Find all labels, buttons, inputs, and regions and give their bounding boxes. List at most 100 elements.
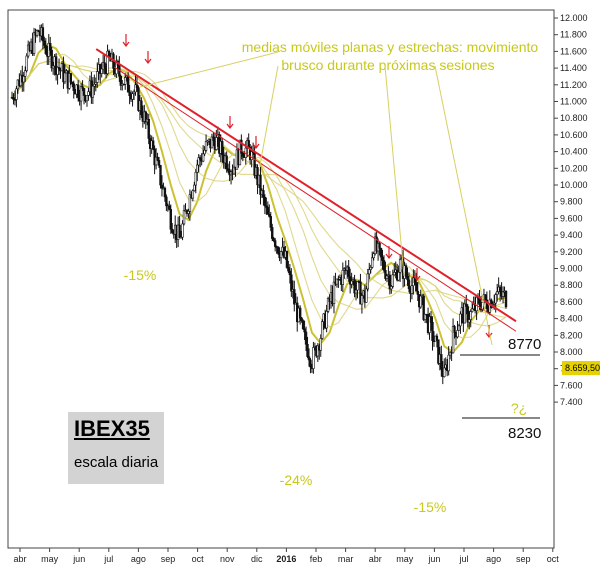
candle-body <box>159 165 162 186</box>
candle-body <box>171 228 174 233</box>
candle-body <box>51 65 55 69</box>
candle-body <box>371 257 374 268</box>
y-tick-label: 9.000 <box>560 264 583 274</box>
candle-body <box>168 205 171 210</box>
candle-body <box>76 84 80 98</box>
candle-body <box>272 238 275 241</box>
candle-body <box>457 325 461 331</box>
candle-body <box>393 272 396 276</box>
candle-body <box>32 32 36 54</box>
candle-body <box>397 272 400 281</box>
x-tick-label: jul <box>458 554 468 564</box>
y-tick-label: 8.200 <box>560 330 583 340</box>
candle-body <box>225 155 228 170</box>
note-line-1: medias móviles planas y estrechas: movim… <box>242 39 539 55</box>
candle-body <box>293 289 296 305</box>
candle-body <box>124 77 127 85</box>
x-tick-label: jun <box>72 554 85 564</box>
candle-body <box>91 85 95 98</box>
candle-body <box>494 294 497 304</box>
y-tick-label: 10.000 <box>560 180 588 190</box>
candle-body <box>147 119 150 139</box>
annotations: medias móviles planas y estrechas: movim… <box>124 39 542 515</box>
candle-body <box>179 236 183 239</box>
candle-body <box>325 311 328 329</box>
candle-body <box>493 302 496 305</box>
y-tick-label: 12.000 <box>560 13 588 23</box>
candle-body <box>132 91 136 95</box>
candle-body <box>309 359 312 368</box>
candle-body <box>276 246 280 254</box>
candle-body <box>437 339 440 364</box>
moving-average-line <box>11 60 507 310</box>
arrow-head <box>122 41 130 47</box>
candle-body <box>43 40 46 46</box>
candle-body <box>384 270 387 279</box>
candle-body <box>365 288 368 303</box>
candle-body <box>416 290 419 295</box>
x-tick-label: 2016 <box>276 554 296 564</box>
candle-body <box>419 295 422 308</box>
candle-body <box>93 84 96 87</box>
candle-body <box>181 223 184 238</box>
candle-body <box>119 75 122 86</box>
y-tick-label: 8.000 <box>560 347 583 357</box>
candle-body <box>156 156 159 161</box>
y-tick-label: 10.200 <box>560 163 588 173</box>
candle-body <box>390 286 393 290</box>
chart-subtitle: escala diaria <box>74 454 159 471</box>
arrow-head <box>485 332 493 338</box>
candle-body <box>137 87 140 111</box>
x-tick-label: oct <box>547 554 560 564</box>
y-tick-label: 10.600 <box>560 130 588 140</box>
candle-body <box>279 251 283 259</box>
candle-body <box>410 285 414 294</box>
drawdown-label-2: -24% <box>280 472 313 488</box>
candle-body <box>265 205 268 208</box>
support-level-label: 8230 <box>508 425 541 442</box>
candle-body <box>259 174 262 195</box>
candle-body <box>354 289 358 294</box>
candle-body <box>326 298 330 312</box>
candle-body <box>287 267 290 272</box>
candle-body <box>478 297 481 306</box>
annotation-leader <box>384 65 405 277</box>
candle-body <box>41 27 45 42</box>
candle-body <box>182 210 186 225</box>
candle-body <box>350 280 353 285</box>
x-tick-label: jul <box>103 554 113 564</box>
candle-body <box>307 356 311 361</box>
candle-body <box>241 153 245 157</box>
candle-body <box>197 157 200 166</box>
candle-body <box>335 278 339 285</box>
candle-body <box>128 91 131 96</box>
candle-body <box>49 43 52 51</box>
candle-body <box>298 307 302 319</box>
candle-body <box>465 303 468 308</box>
candle-body <box>422 295 425 320</box>
candle-body <box>469 311 472 320</box>
candle-body <box>96 71 99 83</box>
candle-body <box>13 99 17 101</box>
candle-body <box>366 273 369 290</box>
y-tick-label: 9.200 <box>560 247 583 257</box>
candle-body <box>103 62 106 68</box>
candle-body <box>22 76 25 83</box>
candle-body <box>57 66 61 70</box>
candle-body <box>468 319 471 323</box>
annotation-leader <box>259 65 279 166</box>
touch-arrows <box>122 34 493 338</box>
candle-body <box>269 216 272 228</box>
candle-body <box>463 303 467 324</box>
candle-body <box>37 30 40 32</box>
y-tick-label: 9.400 <box>560 230 583 240</box>
arrow-head <box>144 58 152 64</box>
candle-body <box>398 258 402 273</box>
candle-body <box>372 253 375 259</box>
candle-body <box>443 367 446 377</box>
candle-body <box>435 335 439 341</box>
candle-body <box>50 49 53 69</box>
x-tick-label: jun <box>427 554 440 564</box>
chart-title: IBEX35 <box>74 416 150 441</box>
candle-body <box>151 140 155 150</box>
